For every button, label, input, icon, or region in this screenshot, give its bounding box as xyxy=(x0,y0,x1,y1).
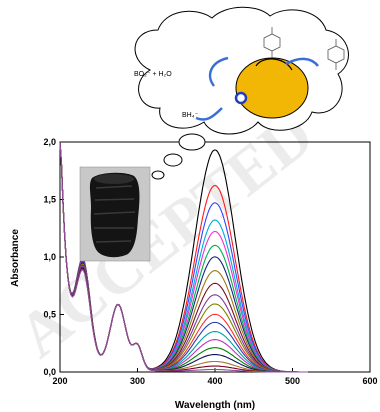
y-tick-label: 0,5 xyxy=(43,310,56,320)
thought-bubble-tail-small xyxy=(151,170,165,180)
sponge-texture xyxy=(93,185,136,243)
product-arrow xyxy=(285,57,319,67)
x-tick-label: 600 xyxy=(362,376,377,386)
y-tick-label: 0,0 xyxy=(43,367,56,377)
y-tick-label: 1,0 xyxy=(43,252,56,262)
x-tick-label: 300 xyxy=(130,376,145,386)
borohydride-in-arrow xyxy=(208,56,229,87)
active-site-ring xyxy=(234,91,248,105)
catalyst-particle xyxy=(235,57,309,119)
y-tick-labels: 0,0 0,5 1,0 1,5 2,0 xyxy=(43,137,56,377)
nitrophenol-molecule xyxy=(263,27,281,58)
aminophenol-molecule xyxy=(327,39,345,70)
borohydride-formula: BH₄⁻ xyxy=(182,112,199,119)
x-tick-label: 500 xyxy=(285,376,300,386)
y-tick-label: 1,5 xyxy=(43,195,56,205)
thought-bubble-tail-medium xyxy=(163,153,183,167)
x-tick-label: 400 xyxy=(207,376,222,386)
reaction-scheme-bubble: BO₂⁻ + H₂O BH₄⁻ xyxy=(134,6,349,180)
borate-out-arrow xyxy=(195,107,223,121)
borate-formula: BO₂⁻ + H₂O xyxy=(134,71,172,78)
spectra-series xyxy=(59,141,308,373)
inset-photo xyxy=(79,166,151,262)
x-tick-label: 200 xyxy=(52,376,67,386)
sponge-monolith xyxy=(89,172,140,258)
thought-bubble-tail-large xyxy=(178,133,206,151)
x-axis-label: Wavelength (nm) xyxy=(175,400,255,411)
axis-ticks xyxy=(59,141,371,373)
y-tick-label: 2,0 xyxy=(43,137,56,147)
sponge-top-face xyxy=(94,174,134,184)
particle-arc-arrow xyxy=(255,58,293,71)
spectrum-series-line xyxy=(59,141,308,373)
y-axis-label: Absorbance xyxy=(10,229,21,287)
x-tick-labels: 200 300 400 500 600 xyxy=(52,376,377,386)
